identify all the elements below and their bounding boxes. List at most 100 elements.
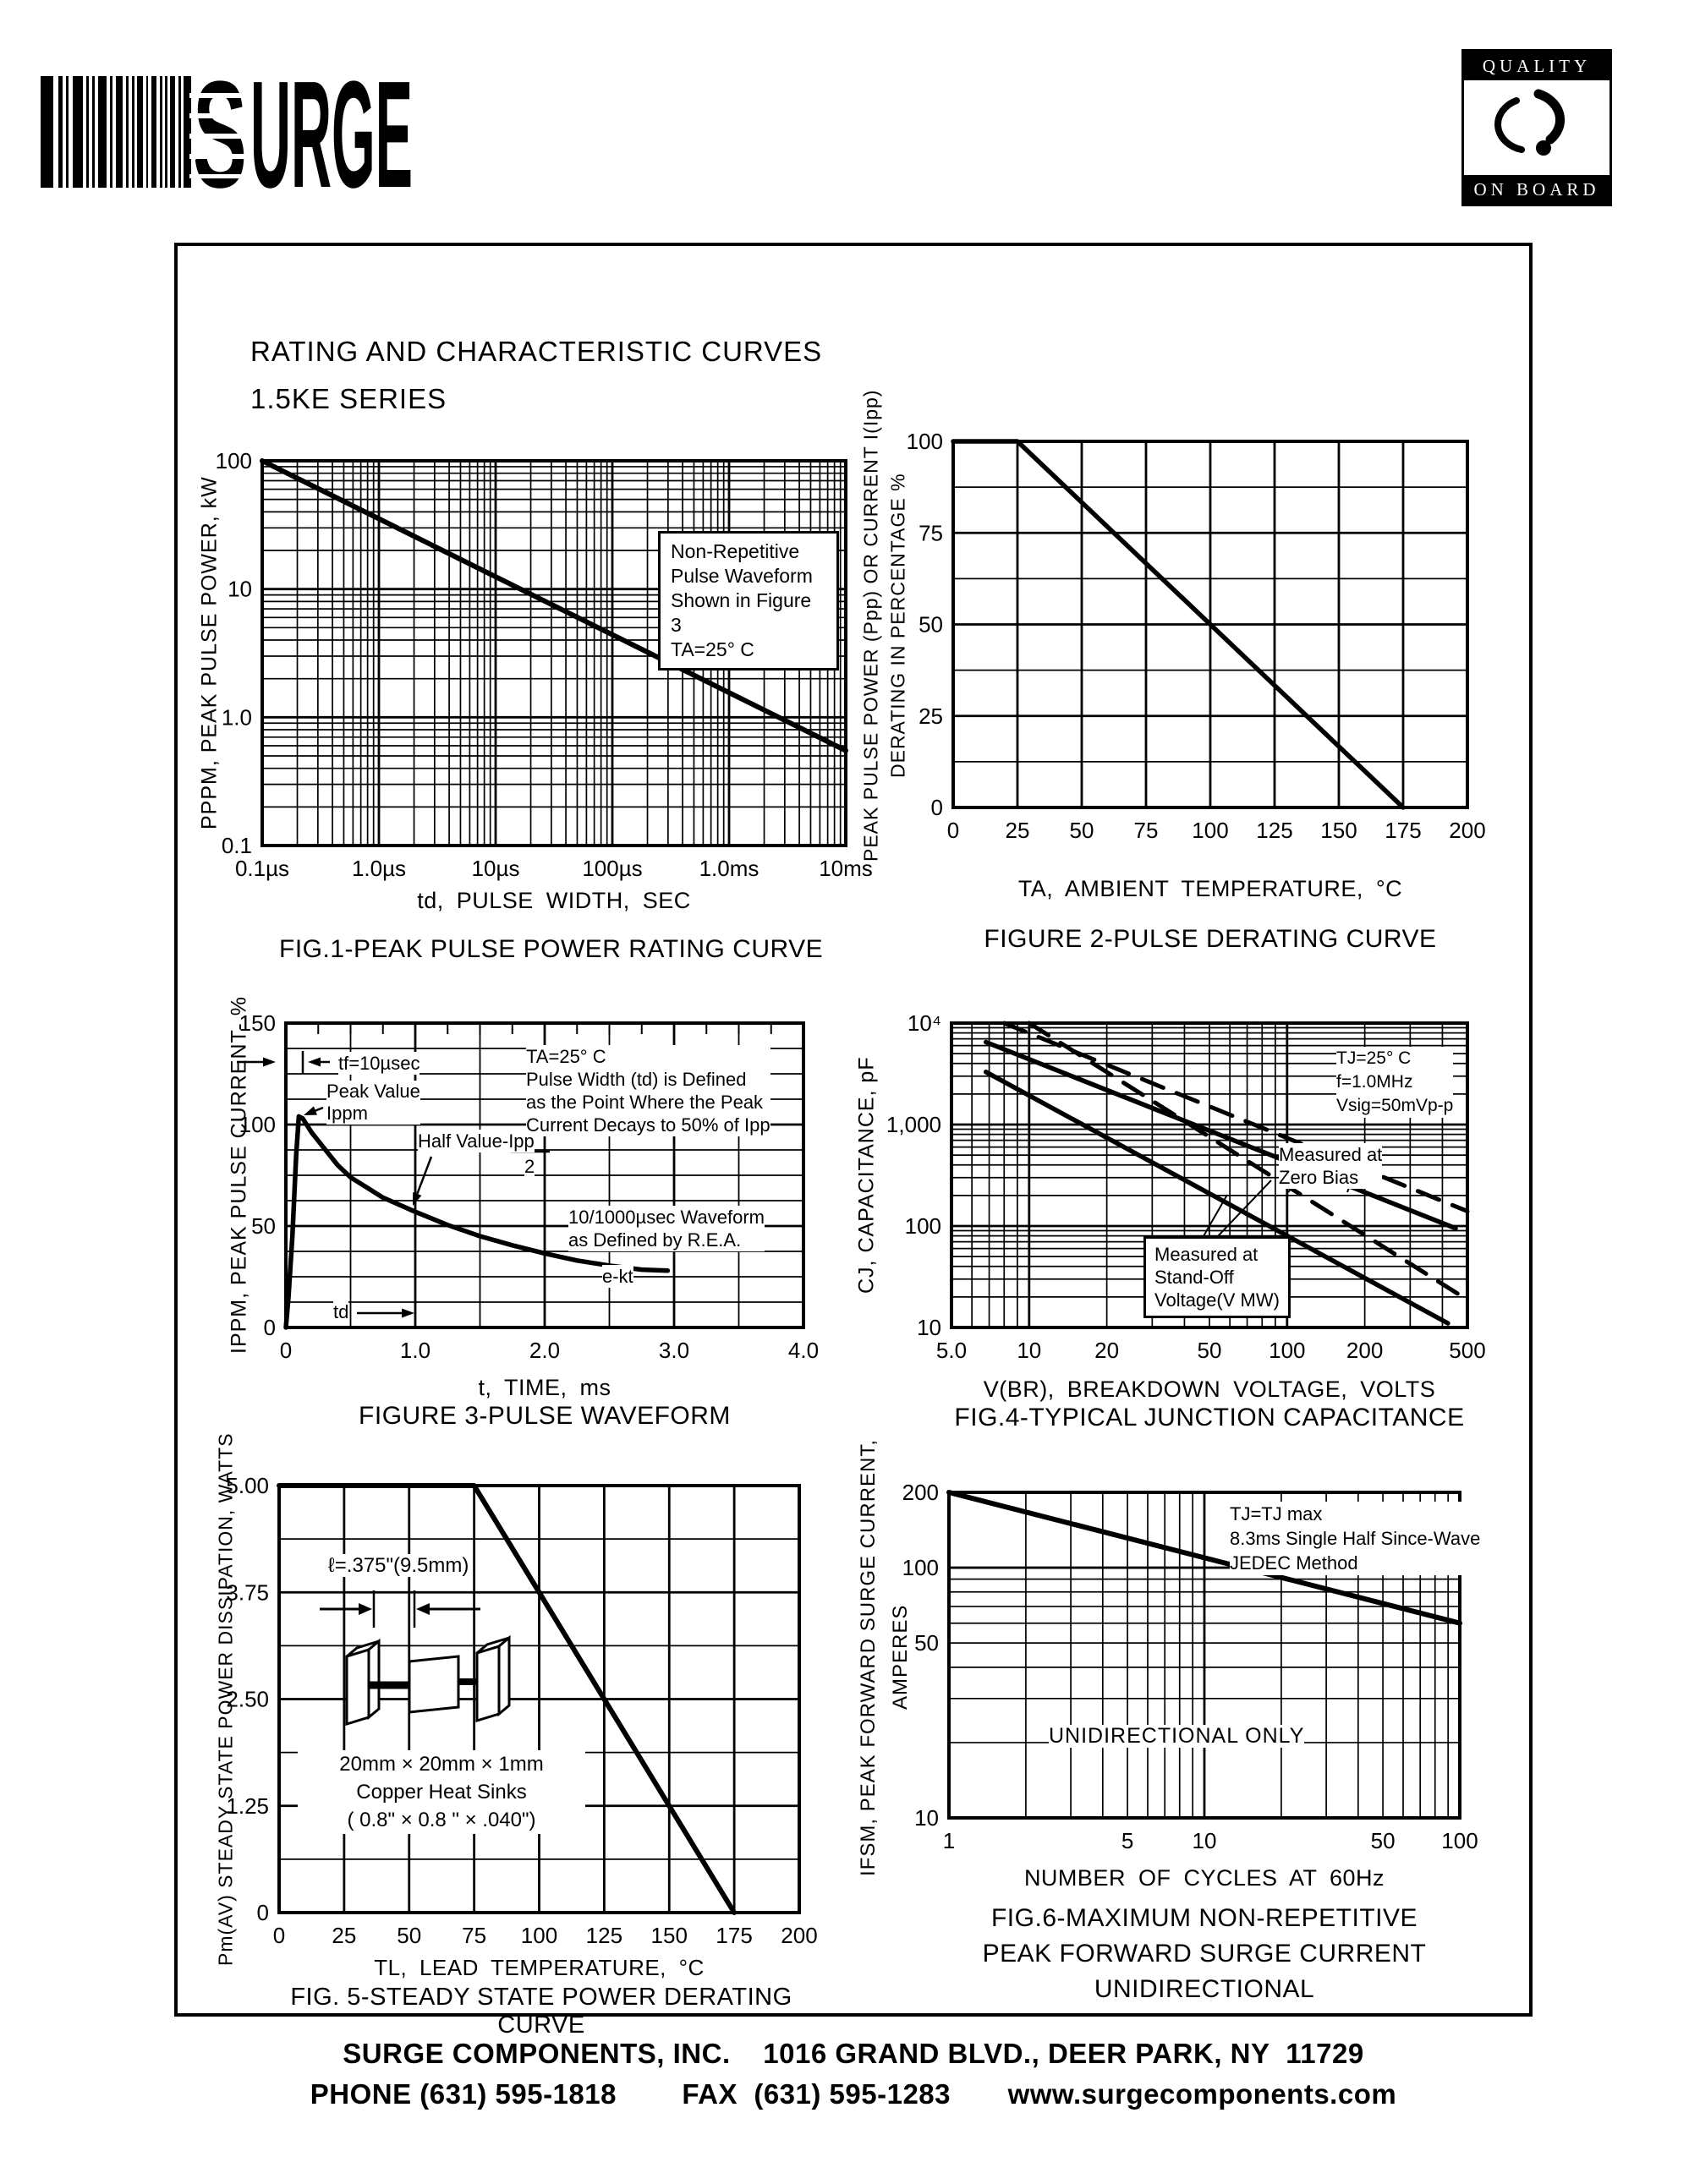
- svg-text:150: 150: [239, 1010, 276, 1036]
- fig1-peak-pulse-power-chart: 0.1µs 1.0µs 10µs 100µs 1.0ms 10ms 100 10 1.0 0.1: [216, 448, 873, 881]
- svg-text:50: 50: [397, 1923, 421, 1948]
- svg-text:125: 125: [586, 1923, 622, 1948]
- fig6-unidirectional-note: UNIDIRECTIONAL ONLY: [1049, 1724, 1305, 1748]
- badge-middle: [1464, 80, 1609, 175]
- svg-text:0: 0: [273, 1923, 285, 1948]
- svg-text:50: 50: [914, 1630, 939, 1656]
- content-frame: [174, 243, 1533, 2017]
- svg-text:50: 50: [1070, 818, 1094, 843]
- fig3-y-axis-title: IPPM, PEAK PULSE CURRENT- %: [227, 996, 251, 1355]
- svg-text:175: 175: [716, 1923, 752, 1948]
- svg-text:1: 1: [943, 1828, 955, 1853]
- svg-text:0: 0: [280, 1338, 292, 1363]
- fig2-y-axis-title-line1: PEAK PULSE POWER (Ppp) OR CURRENT I(Ipp): [859, 389, 882, 862]
- fig4-x-axis-title: V(BR), BREAKDOWN VOLTAGE, VOLTS: [983, 1377, 1436, 1402]
- fig6-x-axis-title: NUMBER OF CYCLES AT 60Hz: [1023, 1865, 1385, 1891]
- fig6-y-axis-title-line1: IFSM, PEAK FORWARD SURGE CURRENT,: [857, 1438, 880, 1876]
- svg-text:1,000: 1,000: [886, 1112, 941, 1137]
- fig1-x-axis-title: td, PULSE WIDTH, SEC: [417, 888, 691, 913]
- fig5-x-axis-title: TL, LEAD TEMPERATURE, °C: [374, 1955, 705, 1980]
- fig5-caption: FIG. 5-STEADY STATE POWER DERATING CURVE: [290, 1984, 792, 2039]
- fig2-y-axis-title-line2: DERATING IN PERCENTAGE %: [886, 473, 909, 779]
- svg-text:0.1: 0.1: [222, 833, 252, 858]
- svg-text:20: 20: [1094, 1338, 1119, 1363]
- fig4-test-conditions: TJ=25° C f=1.0MHz Vsig=50mVp-p: [1336, 1047, 1454, 1118]
- svg-text:10: 10: [228, 577, 252, 602]
- svg-text:1.0µs: 1.0µs: [352, 856, 406, 881]
- fig6-caption: FIG.6-MAXIMUM NON-REPETITIVE PEAK FORWAR…: [982, 1904, 1427, 2003]
- svg-text:4.0: 4.0: [788, 1338, 819, 1363]
- footer-address: SURGE COMPONENTS, INC. 1016 GRAND BLVD.,…: [343, 2038, 1364, 2069]
- fig4-caption: FIG.4-TYPICAL JUNCTION CAPACITANCE: [954, 1404, 1465, 1431]
- svg-text:5.0: 5.0: [936, 1338, 967, 1363]
- fig6-y-axis-title-line2: AMPERES: [889, 1604, 912, 1711]
- fig1-y-axis-title: PPPM, PEAK PULSE POWER, kW: [197, 476, 222, 830]
- svg-text:5.00: 5.00: [226, 1473, 269, 1498]
- svg-text:10µs: 10µs: [472, 856, 520, 881]
- svg-text:50: 50: [251, 1213, 276, 1239]
- svg-text:125: 125: [1256, 818, 1292, 843]
- svg-text:200: 200: [1346, 1338, 1383, 1363]
- fig5-heat-sink-note: 20mm × 20mm × 1mm Copper Heat Sinks ( 0.…: [298, 1750, 585, 1834]
- svg-text:0: 0: [257, 1900, 269, 1925]
- svg-text:2.50: 2.50: [226, 1687, 269, 1712]
- svg-text:10: 10: [914, 1805, 939, 1831]
- svg-text:200: 200: [781, 1923, 817, 1948]
- svg-text:10: 10: [1193, 1828, 1217, 1853]
- svg-text:50: 50: [919, 612, 943, 638]
- svg-text:75: 75: [462, 1923, 486, 1948]
- svg-text:0: 0: [947, 818, 959, 843]
- fig2-x-axis-title: TA, AMBIENT TEMPERATURE, °C: [1017, 876, 1403, 901]
- fig3-caption: FIGURE 3-PULSE WAVEFORM: [359, 1402, 731, 1430]
- fig3-half-value-denominator: 2: [524, 1155, 535, 1178]
- fig4-stand-off-label: Measured at Stand-Off Voltage(V MW): [1143, 1236, 1291, 1318]
- svg-text:10: 10: [917, 1315, 941, 1340]
- svg-text:150: 150: [1320, 818, 1357, 843]
- svg-text:150: 150: [651, 1923, 688, 1948]
- svg-text:75: 75: [1134, 818, 1159, 843]
- svg-text:100: 100: [905, 1213, 941, 1239]
- quality-on-board-badge: QUALITY ON BOARD: [1461, 49, 1612, 206]
- surge-logo: S URGE: [41, 50, 413, 220]
- svg-text:100: 100: [902, 1555, 939, 1580]
- fig5-lead-length-label: ℓ=.375"(9.5mm): [328, 1554, 469, 1577]
- fig3-tf-label: tf=10µsec: [338, 1052, 420, 1075]
- svg-text:10ms: 10ms: [819, 856, 873, 881]
- fig3-x-axis-title: t, TIME, ms: [478, 1375, 611, 1400]
- svg-text:75: 75: [919, 520, 943, 545]
- svg-text:10⁴: 10⁴: [908, 1010, 941, 1036]
- svg-text:100: 100: [216, 448, 252, 473]
- fig5-y-axis-title: Pm(AV) STEADY STATE POWER DISSIPATION, W…: [214, 1432, 237, 1967]
- svg-text:1.25: 1.25: [226, 1793, 269, 1819]
- fig4-y-axis-title: CJ, CAPACITANCE, pF: [854, 1056, 879, 1295]
- svg-text:100: 100: [1441, 1828, 1478, 1853]
- svg-text:0.1µs: 0.1µs: [235, 856, 289, 881]
- svg-text:5: 5: [1121, 1828, 1133, 1853]
- fig3-pulse-width-definition: TA=25° C Pulse Width (td) is Defined as …: [526, 1045, 770, 1136]
- surge-logo-s-stripes: [189, 93, 250, 178]
- svg-text:50: 50: [1198, 1338, 1222, 1363]
- quality-q-icon: [1494, 89, 1566, 156]
- footer-contact: PHONE (631) 595-1818 FAX (631) 595-1283 …: [310, 2078, 1397, 2110]
- fig5-power-derating-chart: 0 25 50 75 100 125 150 175 200 5.00 3.75 2.50 1.25 0: [226, 1473, 817, 1948]
- fig1-condition-note: Non-Repetitive Pulse Waveform Shown in F…: [658, 531, 839, 671]
- fig2-caption: FIGURE 2-PULSE DERATING CURVE: [984, 925, 1437, 953]
- page-title: RATING AND CHARACTERISTIC CURVES 1.5KE S…: [250, 336, 823, 414]
- svg-text:100: 100: [1269, 1338, 1305, 1363]
- svg-text:0: 0: [264, 1315, 276, 1340]
- svg-text:3.0: 3.0: [659, 1338, 689, 1363]
- fig3-exp-decay-label: e-kt: [602, 1265, 633, 1288]
- svg-text:25: 25: [1006, 818, 1030, 843]
- badge-quality-label: QUALITY: [1464, 52, 1609, 80]
- svg-text:1.0ms: 1.0ms: [699, 856, 760, 881]
- svg-text:100: 100: [907, 429, 943, 454]
- svg-text:1.0: 1.0: [222, 704, 252, 730]
- svg-text:100µs: 100µs: [582, 856, 642, 881]
- svg-text:100: 100: [1192, 818, 1228, 843]
- svg-text:100: 100: [239, 1112, 276, 1137]
- svg-text:500: 500: [1449, 1338, 1485, 1363]
- fig1-caption: FIG.1-PEAK PULSE POWER RATING CURVE: [279, 935, 824, 963]
- fig5-heatsink-diagram: [320, 1590, 511, 1727]
- surge-logo-barcode-stripes: [41, 76, 191, 188]
